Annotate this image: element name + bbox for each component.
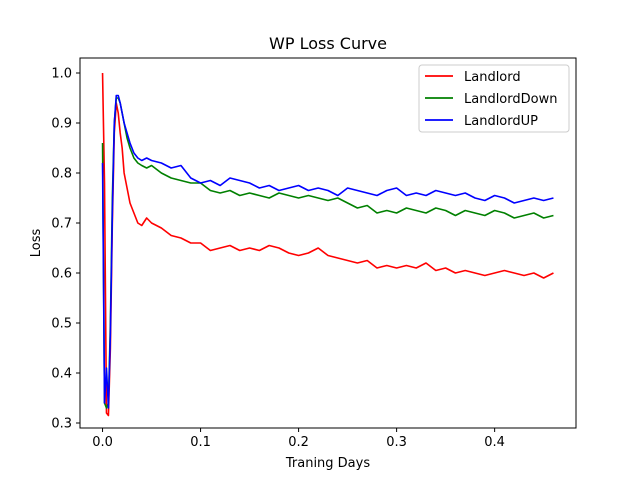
x-tick-label: 0.4	[484, 435, 505, 450]
y-tick-label: 0.7	[51, 217, 72, 232]
y-tick-label: 0.4	[51, 367, 72, 382]
y-tick-label: 0.9	[51, 117, 72, 132]
y-tick-label: 0.6	[51, 267, 72, 282]
legend: Landlord LandlordDown LandlordUP	[418, 64, 570, 133]
series-line-landlord	[101, 72, 554, 417]
x-axis-label: Traning Days	[285, 456, 370, 471]
x-tick-label: 0.2	[288, 435, 309, 450]
x-tick-label: 0.1	[190, 435, 211, 450]
y-tick-label: 0.5	[51, 317, 72, 332]
series-line-landlordup	[101, 94, 554, 409]
x-tick-label: 0.3	[386, 435, 407, 450]
plot-frame	[79, 57, 577, 429]
y-tick-label: 1.0	[51, 67, 72, 82]
legend-box	[418, 64, 570, 133]
legend-label-landlord: Landlord	[464, 70, 521, 85]
chart-title: WP Loss Curve	[269, 34, 387, 53]
legend-label-landlordup: LandlordUP	[464, 114, 538, 129]
x-tick-label: 0.0	[92, 435, 113, 450]
y-tick-label: 0.3	[51, 417, 72, 432]
legend-label-landlorddown: LandlordDown	[464, 92, 557, 107]
y-tick-label: 0.8	[51, 167, 72, 182]
y-axis-label: Loss	[29, 229, 44, 258]
